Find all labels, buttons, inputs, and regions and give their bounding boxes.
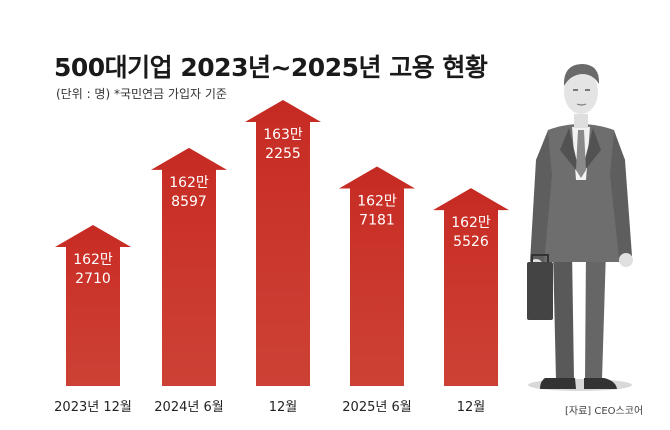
x-tick-label: 12월: [457, 400, 486, 415]
arrow-bar: 163만 2255: [245, 100, 321, 386]
arrow-bars: 162만 2710 162만 8597 163만 2255 162만 7181 162만 5526: [55, 100, 509, 386]
arrow-bar: 162만 7181: [339, 166, 415, 386]
arrow-shade: [66, 247, 120, 386]
data-label: 2710: [75, 271, 111, 287]
arrow-bar: 162만 5526: [433, 188, 509, 386]
arrow-shade: [350, 188, 404, 386]
chart-subtitle: (단위 : 명) *국민연금 가입자 기준: [56, 87, 227, 101]
data-source-note: [자료] CEO스코어: [565, 406, 644, 417]
data-label: 162만: [451, 215, 491, 231]
data-label: 5526: [453, 234, 489, 250]
chart-title: 500대기업 2023년~2025년 고용 현황: [54, 53, 488, 82]
arrow-bar: 162만 8597: [151, 147, 227, 386]
x-tick-label: 2023년 12월: [54, 400, 132, 415]
data-label: 163만: [263, 127, 303, 143]
data-label: 162만: [73, 252, 113, 268]
data-label: 162만: [169, 175, 209, 191]
x-axis-labels: 2023년 12월 2024년 6월 12월 2025년 6월 12월: [54, 400, 485, 415]
x-tick-label: 12월: [269, 400, 298, 415]
data-label: 7181: [359, 212, 395, 228]
x-tick-label: 2025년 6월: [342, 400, 411, 415]
data-label: 8597: [171, 194, 207, 210]
arrow-shade: [162, 169, 216, 386]
arrow-shade: [444, 210, 498, 386]
data-label: 2255: [265, 146, 301, 162]
arrow-bar: 162만 2710: [55, 225, 131, 386]
arrow-shade: [256, 122, 310, 386]
x-tick-label: 2024년 6월: [154, 400, 223, 415]
businessman-illustration: [527, 64, 633, 391]
data-label: 162만: [357, 193, 397, 209]
